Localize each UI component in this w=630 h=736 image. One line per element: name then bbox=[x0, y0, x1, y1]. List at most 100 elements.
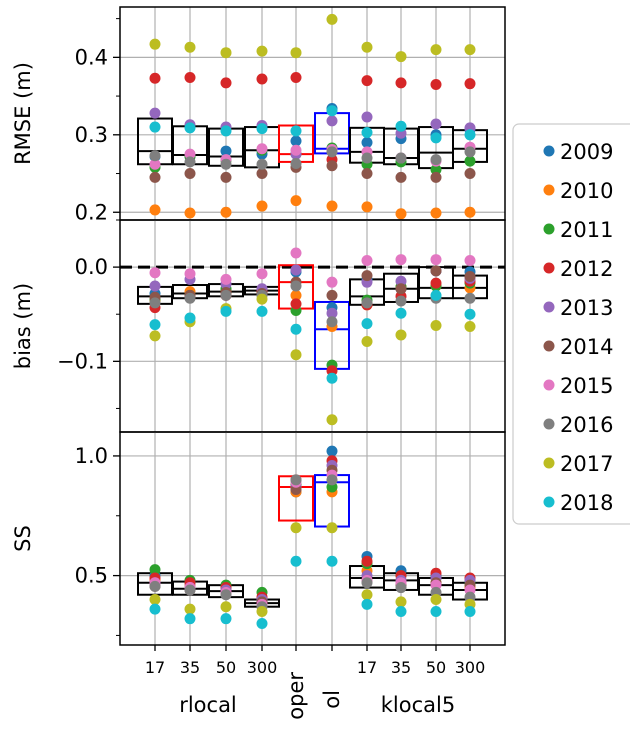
data-point bbox=[361, 201, 373, 213]
x-tick-label: 50 bbox=[426, 658, 446, 677]
x-tick-label: 50 bbox=[216, 658, 236, 677]
data-point bbox=[220, 206, 232, 218]
data-point bbox=[395, 605, 407, 617]
x-group-label: rlocal bbox=[179, 693, 237, 717]
legend: 2009 2010 2011 2012 2013 2014 2015 2016 2017 2018 bbox=[512, 123, 630, 525]
data-point bbox=[361, 137, 373, 149]
data-point bbox=[326, 276, 338, 288]
data-point bbox=[464, 146, 476, 158]
data-point bbox=[220, 47, 232, 59]
y-axis-label: RMSE (m) bbox=[11, 62, 35, 165]
data-point bbox=[256, 293, 268, 305]
data-point bbox=[430, 265, 442, 277]
data-point bbox=[290, 522, 302, 534]
y-tick-label: −0.1 bbox=[57, 349, 108, 373]
data-point bbox=[184, 312, 196, 324]
data-point bbox=[256, 73, 268, 85]
y-tick-label: 0.0 bbox=[75, 255, 108, 279]
data-point bbox=[464, 44, 476, 56]
data-point bbox=[220, 289, 232, 301]
data-point bbox=[256, 200, 268, 212]
x-tick-label: 17 bbox=[145, 658, 165, 677]
data-point bbox=[256, 158, 268, 170]
data-point bbox=[184, 41, 196, 53]
data-point bbox=[395, 329, 407, 341]
data-point bbox=[361, 598, 373, 610]
data-point bbox=[430, 320, 442, 332]
data-point bbox=[464, 320, 476, 332]
data-point bbox=[326, 365, 338, 377]
data-point bbox=[184, 268, 196, 280]
data-point bbox=[149, 107, 161, 119]
data-point bbox=[256, 268, 268, 280]
data-point bbox=[220, 125, 232, 137]
data-point bbox=[430, 78, 442, 90]
data-point bbox=[149, 603, 161, 615]
data-point bbox=[149, 297, 161, 309]
panel-3: 0.5 1.0 SS bbox=[11, 431, 506, 646]
x-group-label: oper bbox=[284, 672, 308, 720]
data-point bbox=[290, 349, 302, 361]
data-point bbox=[184, 207, 196, 219]
data-point bbox=[326, 289, 338, 301]
data-point bbox=[430, 207, 442, 219]
data-point bbox=[149, 330, 161, 342]
data-point bbox=[395, 283, 407, 295]
data-point bbox=[184, 71, 196, 83]
data-point bbox=[220, 305, 232, 317]
legend-label: 2015 bbox=[560, 374, 613, 398]
data-point bbox=[290, 289, 302, 301]
data-point bbox=[220, 77, 232, 89]
legend-marker bbox=[543, 184, 555, 196]
data-point bbox=[361, 126, 373, 138]
y-tick-label: 0.4 bbox=[75, 45, 108, 69]
y-tick-label: 1.0 bbox=[75, 444, 108, 468]
data-point bbox=[184, 584, 196, 596]
data-point bbox=[256, 45, 268, 57]
data-point bbox=[361, 255, 373, 267]
data-point bbox=[184, 168, 196, 180]
data-point bbox=[290, 280, 302, 292]
data-point bbox=[290, 247, 302, 259]
x-tick-label: 35 bbox=[391, 658, 411, 677]
data-point bbox=[149, 204, 161, 216]
x-tick-label: 35 bbox=[180, 658, 200, 677]
data-point bbox=[290, 298, 302, 310]
legend-marker bbox=[543, 262, 555, 274]
data-point bbox=[464, 168, 476, 180]
data-point bbox=[256, 305, 268, 317]
data-point bbox=[395, 254, 407, 266]
legend-marker bbox=[543, 340, 555, 352]
data-point bbox=[256, 168, 268, 180]
data-point bbox=[326, 445, 338, 457]
x-tick-label: 300 bbox=[455, 658, 486, 677]
data-point bbox=[326, 372, 338, 384]
data-point bbox=[361, 589, 373, 601]
data-point bbox=[326, 105, 338, 117]
data-point bbox=[361, 297, 373, 309]
data-point bbox=[395, 120, 407, 132]
data-point bbox=[149, 580, 161, 592]
data-point bbox=[290, 264, 302, 276]
data-point bbox=[464, 155, 476, 167]
data-point bbox=[464, 271, 476, 283]
data-point bbox=[430, 164, 442, 176]
data-point bbox=[326, 522, 338, 534]
legend-label: 2016 bbox=[560, 413, 613, 437]
data-point bbox=[395, 275, 407, 287]
legend-marker bbox=[543, 496, 555, 508]
data-point bbox=[220, 601, 232, 613]
data-point bbox=[256, 605, 268, 617]
data-point bbox=[361, 555, 373, 567]
data-point bbox=[290, 323, 302, 335]
data-point bbox=[361, 152, 373, 164]
data-point bbox=[220, 613, 232, 625]
data-point bbox=[256, 617, 268, 629]
data-point bbox=[149, 38, 161, 50]
data-point bbox=[361, 577, 373, 589]
data-point bbox=[464, 292, 476, 304]
data-point bbox=[395, 208, 407, 220]
data-point bbox=[220, 589, 232, 601]
y-axis-label: SS bbox=[11, 525, 35, 552]
